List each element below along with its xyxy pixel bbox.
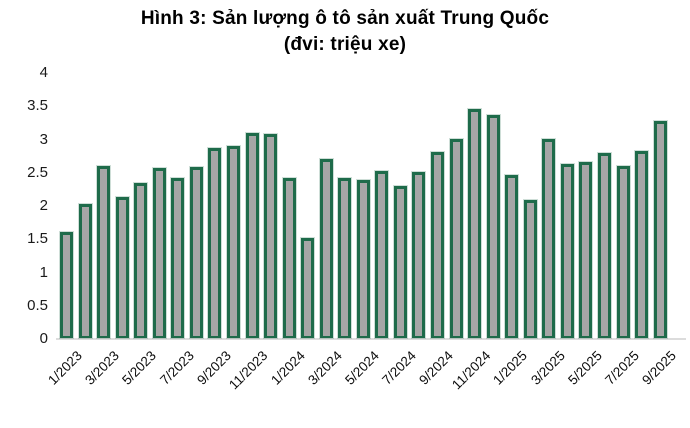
bar [356, 180, 370, 338]
y-tick-label: 4 [39, 64, 48, 81]
x-tick-label: 5/2025 [564, 348, 605, 388]
y-tick-label: 1.5 [27, 230, 48, 248]
x-tick-label: 1/2024 [267, 348, 308, 388]
bar [449, 139, 463, 338]
x-tick-label: 7/2025 [601, 348, 642, 388]
bar [560, 163, 574, 338]
bar [208, 148, 222, 338]
bar [301, 238, 315, 338]
x-tick-label: 3/2024 [305, 348, 345, 388]
bar [319, 159, 333, 338]
bar [189, 167, 203, 338]
x-tick-label: 5/2024 [342, 348, 382, 388]
x-tick-label: 5/2023 [119, 348, 160, 388]
bar [579, 161, 593, 338]
bar [635, 151, 649, 338]
bar [264, 133, 278, 338]
y-tick-label: 3 [39, 130, 48, 148]
bar [134, 183, 148, 338]
bar [542, 138, 556, 338]
bar [115, 197, 129, 338]
bar [468, 108, 482, 338]
x-tick-label: 1/2025 [490, 348, 531, 388]
bar [152, 167, 166, 338]
bar [597, 153, 611, 338]
bar [78, 203, 92, 338]
x-tick-label: 9/2024 [416, 348, 457, 388]
bar [60, 232, 73, 338]
bar [431, 151, 444, 338]
y-tick-label: 2.5 [27, 163, 48, 181]
x-tick-label: 1/2023 [45, 348, 86, 388]
x-tick-label: 3/2023 [82, 348, 123, 388]
x-tick-label: 11/2023 [226, 348, 271, 393]
bar [338, 178, 352, 338]
x-tick-label: 3/2025 [527, 348, 568, 388]
x-tick-label: 9/2025 [638, 348, 679, 388]
bar [616, 165, 630, 338]
y-tick-label: 0.5 [27, 296, 48, 314]
bar [505, 175, 519, 338]
bar [393, 185, 407, 338]
y-tick-label: 3.5 [27, 97, 48, 115]
y-tick-label: 0 [39, 330, 48, 347]
bar [171, 178, 185, 338]
bar [523, 199, 537, 338]
x-tick-label: 9/2023 [193, 348, 234, 388]
x-tick-label: 11/2024 [448, 348, 494, 393]
x-tick-label: 7/2024 [379, 348, 420, 388]
chart-title: Hình 3: Sản lượng ô tô sản xuất Trung Qu… [140, 8, 550, 29]
bar [486, 115, 500, 338]
bar [245, 132, 259, 338]
bar [97, 166, 111, 338]
x-tick-label: 7/2023 [156, 348, 197, 388]
bar [653, 120, 667, 338]
bar [412, 172, 426, 338]
bar [282, 177, 296, 338]
plot-area [56, 72, 686, 340]
y-axis: 0 0.5 1 1.5 2 2.5 3 3.5 4 [0, 0, 48, 428]
chart-subtitle: (đvi: triệu xe) [283, 34, 407, 55]
y-tick-label: 2 [39, 197, 48, 214]
y-tick-label: 1 [39, 263, 48, 281]
chart-title-block: Hình 3: Sản lượng ô tô sản xuất Trung Qu… [0, 6, 690, 58]
bar [375, 171, 389, 338]
bar [226, 145, 240, 338]
